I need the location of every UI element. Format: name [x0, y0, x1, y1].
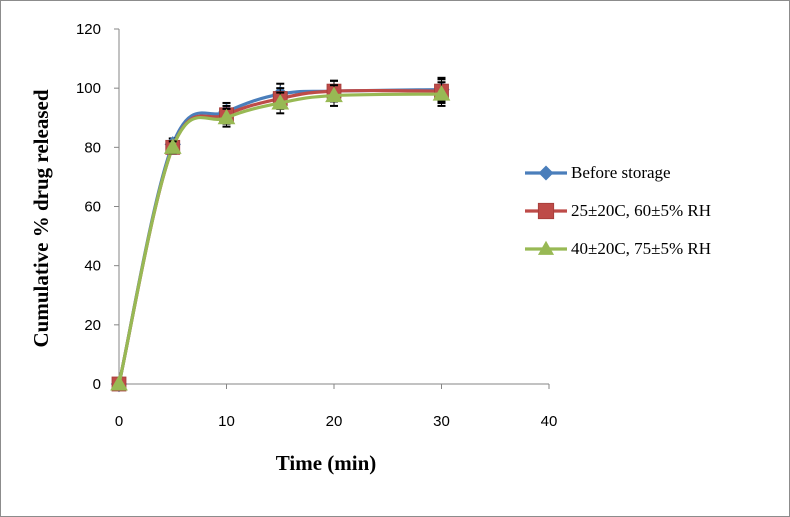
legend-label: 40±20C, 75±5% RH [571, 239, 711, 258]
y-tick-label: 0 [93, 376, 101, 393]
y-tick-label: 20 [84, 317, 101, 334]
y-tick-label: 40 [84, 258, 101, 275]
series-line [117, 88, 442, 385]
x-axis-title: Time (min) [276, 451, 377, 475]
legend-marker [537, 240, 555, 255]
legend: Before storage 25±20C, 60±5% RH 40±20C, 75… [525, 163, 711, 258]
legend-item-3: 40±20C, 75±5% RH [525, 239, 711, 258]
data-point [163, 138, 182, 154]
y-axis-ticks: 0 20 40 60 80 100 120 [76, 21, 119, 393]
legend-marker [537, 202, 555, 220]
legend-item-1: Before storage [525, 163, 671, 182]
x-axis-ticks: 0 10 20 30 40 [115, 384, 558, 430]
legend-item-2: 25±20C, 60±5% RH [525, 201, 711, 220]
x-tick-label: 0 [115, 413, 123, 430]
data-point [325, 86, 343, 103]
legend-marker [538, 165, 554, 181]
data-point [217, 108, 236, 125]
series-line [117, 88, 442, 385]
series-layer [110, 76, 451, 393]
data-point [271, 93, 290, 110]
series-line [117, 92, 442, 385]
series-2 [111, 78, 449, 392]
legend-label: 25±20C, 60±5% RH [571, 201, 711, 220]
legend-label: Before storage [571, 163, 671, 182]
y-axis-title: Cumulative % drug released [29, 89, 53, 347]
data-point [432, 85, 451, 101]
x-tick-label: 30 [433, 413, 450, 430]
x-tick-label: 20 [326, 413, 343, 430]
x-tick-label: 40 [541, 413, 558, 430]
y-tick-label: 60 [84, 199, 101, 216]
series-1 [110, 76, 450, 393]
series-3 [110, 81, 451, 391]
data-point [110, 374, 128, 391]
x-tick-label: 10 [218, 413, 235, 430]
y-tick-label: 100 [76, 80, 101, 97]
y-tick-label: 80 [84, 139, 101, 156]
y-tick-label: 120 [76, 21, 101, 38]
